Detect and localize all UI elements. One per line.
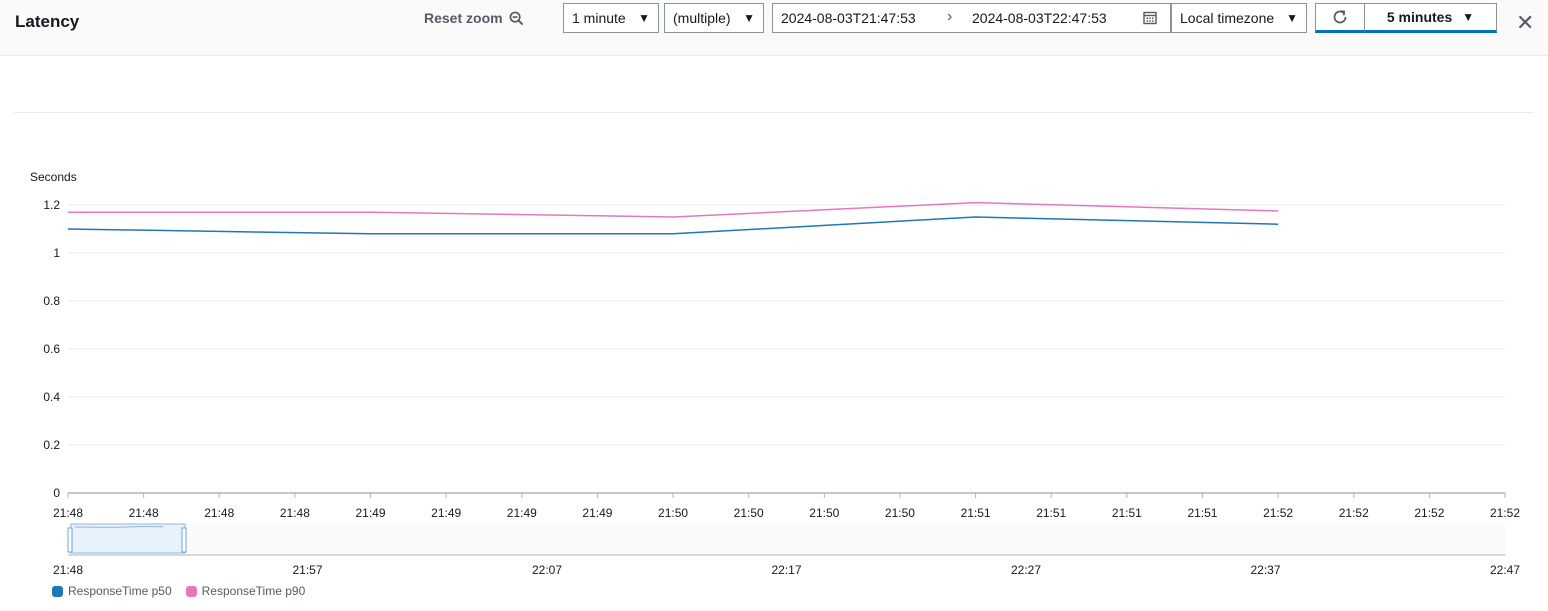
legend-swatch-p50 [52, 585, 63, 597]
reset-zoom-button[interactable]: Reset zoom [424, 10, 524, 26]
x-tick-label: 21:49 [582, 506, 612, 520]
x-tick-label: 21:52 [1414, 506, 1444, 520]
overview-right-handle [181, 527, 187, 553]
y-tick-label: 1 [53, 246, 60, 260]
x-tick-label: 21:48 [129, 506, 159, 520]
x-tick-label: 21:50 [885, 506, 915, 520]
y-tick-label: 0.8 [43, 294, 60, 308]
legend-label-p90: ResponseTime p90 [201, 584, 306, 598]
chart-legend: ResponseTime p50 ResponseTime p90 [52, 584, 305, 598]
overview-tick-label: 22:37 [1250, 563, 1280, 577]
x-tick-label: 21:49 [356, 506, 386, 520]
refresh-button[interactable] [1315, 3, 1365, 33]
caret-down-icon: ▼ [638, 11, 650, 25]
zoom-out-icon [509, 11, 523, 25]
refresh-interval-select[interactable]: 5 minutes ▼ [1365, 3, 1497, 33]
range-start-input[interactable]: 2024-08-03T21:47:53 [781, 10, 916, 26]
x-tick-label: 21:50 [809, 506, 839, 520]
series-line-p50 [67, 216, 1279, 235]
caret-down-icon: ▼ [1286, 11, 1298, 25]
calendar-icon[interactable] [1143, 11, 1157, 25]
x-tick-label: 21:50 [734, 506, 764, 520]
overview-tick-label: 22:47 [1490, 563, 1520, 577]
period-select[interactable]: 1 minute ▼ [563, 3, 659, 33]
x-tick-label: 21:48 [280, 506, 310, 520]
reset-zoom-label: Reset zoom [424, 10, 503, 26]
timezone-select[interactable]: Local timezone ▼ [1171, 3, 1307, 33]
x-tick-label: 21:48 [53, 506, 83, 520]
overview-tick-label: 22:17 [771, 563, 801, 577]
y-tick-label: 1.2 [43, 198, 60, 212]
refresh-interval-value: 5 minutes [1386, 9, 1453, 25]
legend-label-p50: ResponseTime p50 [68, 584, 172, 598]
x-tick-label: 21:52 [1339, 506, 1369, 520]
statistic-select[interactable]: (multiple) ▼ [664, 3, 764, 33]
y-tick-label: 0.6 [43, 342, 60, 356]
x-tick-label: 21:51 [1112, 506, 1142, 520]
legend-item-p50[interactable]: ResponseTime p50 [52, 584, 172, 598]
x-tick-label: 21:49 [507, 506, 537, 520]
overview-tick-label: 21:57 [292, 563, 322, 577]
x-tick-label: 21:51 [1187, 506, 1217, 520]
caret-down-icon: ▼ [1462, 10, 1475, 24]
chevron-right-icon: › [947, 8, 953, 25]
x-tick-label: 21:49 [431, 506, 461, 520]
close-icon[interactable]: ✕ [1516, 10, 1535, 35]
caret-down-icon: ▼ [743, 11, 755, 25]
x-tick-label: 21:50 [658, 506, 688, 520]
overview-selection [70, 523, 186, 554]
x-tick-label: 21:51 [961, 506, 991, 520]
overview-tick-label: 22:27 [1011, 563, 1041, 577]
statistic-value: (multiple) [673, 10, 731, 26]
legend-item-p90[interactable]: ResponseTime p90 [185, 584, 306, 598]
widget-title: Latency [15, 12, 80, 31]
period-value: 1 minute [572, 10, 626, 26]
overview-tick-label: 21:48 [53, 563, 83, 577]
x-tick-label: 21:48 [204, 506, 234, 520]
timezone-value: Local timezone [1180, 10, 1275, 26]
overview-series-line [74, 525, 164, 528]
series-line-p90 [68, 201, 1279, 218]
widget-header: Latency Reset zoom 1 minute ▼ (multiple)… [0, 0, 1548, 56]
overview-background [68, 524, 1505, 555]
y-tick-label: 0.4 [43, 390, 60, 404]
x-tick-label: 21:52 [1490, 506, 1520, 520]
divider [14, 112, 1534, 113]
range-end-input[interactable]: 2024-08-03T22:47:53 [972, 10, 1107, 26]
y-tick-label: 0.2 [43, 438, 60, 452]
legend-swatch-p90 [185, 585, 197, 597]
time-range-picker[interactable]: 2024-08-03T21:47:53 › 2024-08-03T22:47:5… [772, 3, 1171, 33]
x-tick-label: 21:51 [1036, 506, 1066, 520]
x-tick-label: 21:52 [1263, 506, 1293, 520]
overview-tick-label: 22:07 [532, 563, 562, 577]
refresh-icon [1333, 10, 1347, 24]
y-tick-label: 0 [53, 486, 60, 500]
overview-left-handle [67, 527, 73, 553]
y-axis-label: Seconds [30, 170, 77, 184]
